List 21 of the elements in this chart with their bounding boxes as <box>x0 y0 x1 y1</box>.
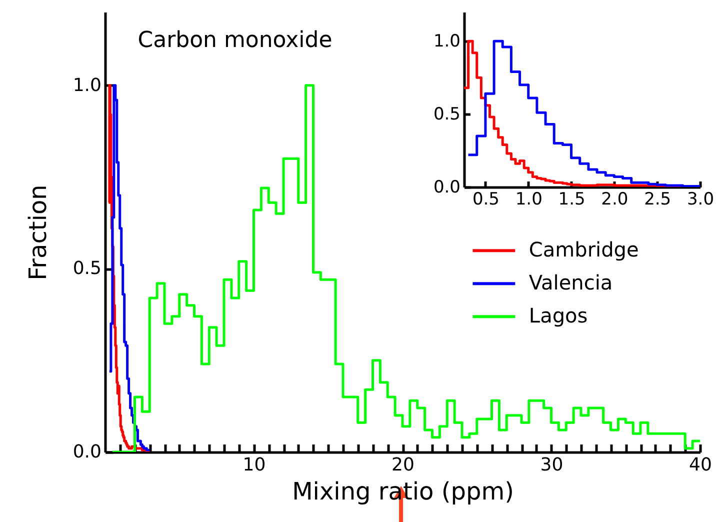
x-tick-label: 40 <box>689 454 712 476</box>
legend-label: Lagos <box>528 304 588 328</box>
x-tick-label: 3.0 <box>686 190 714 210</box>
y-axis-title: Fraction <box>24 184 52 280</box>
x-tick-label: 2.5 <box>644 190 672 210</box>
x-tick-label: 20 <box>392 454 414 476</box>
x-tick-label: 1.5 <box>558 190 586 210</box>
y-tick-label: 0.5 <box>433 104 460 125</box>
x-tick-label: 0.5 <box>472 190 500 210</box>
y-tick-label: 0.5 <box>72 258 102 280</box>
y-tick-label: 0.0 <box>433 178 460 198</box>
y-tick-label: 1.0 <box>433 32 460 52</box>
legend-label: Cambridge <box>528 238 639 262</box>
legend-label: Valencia <box>528 270 613 295</box>
text: Carbon monoxide <box>138 28 332 53</box>
x-tick-label: 30 <box>540 454 564 476</box>
x-tick-label: 10 <box>242 454 266 476</box>
x-tick-label: 1.0 <box>515 190 542 210</box>
x-tick-label: 2.0 <box>601 190 628 210</box>
y-tick-label: 0.0 <box>72 442 102 462</box>
y-tick-label: 1.0 <box>72 74 102 96</box>
